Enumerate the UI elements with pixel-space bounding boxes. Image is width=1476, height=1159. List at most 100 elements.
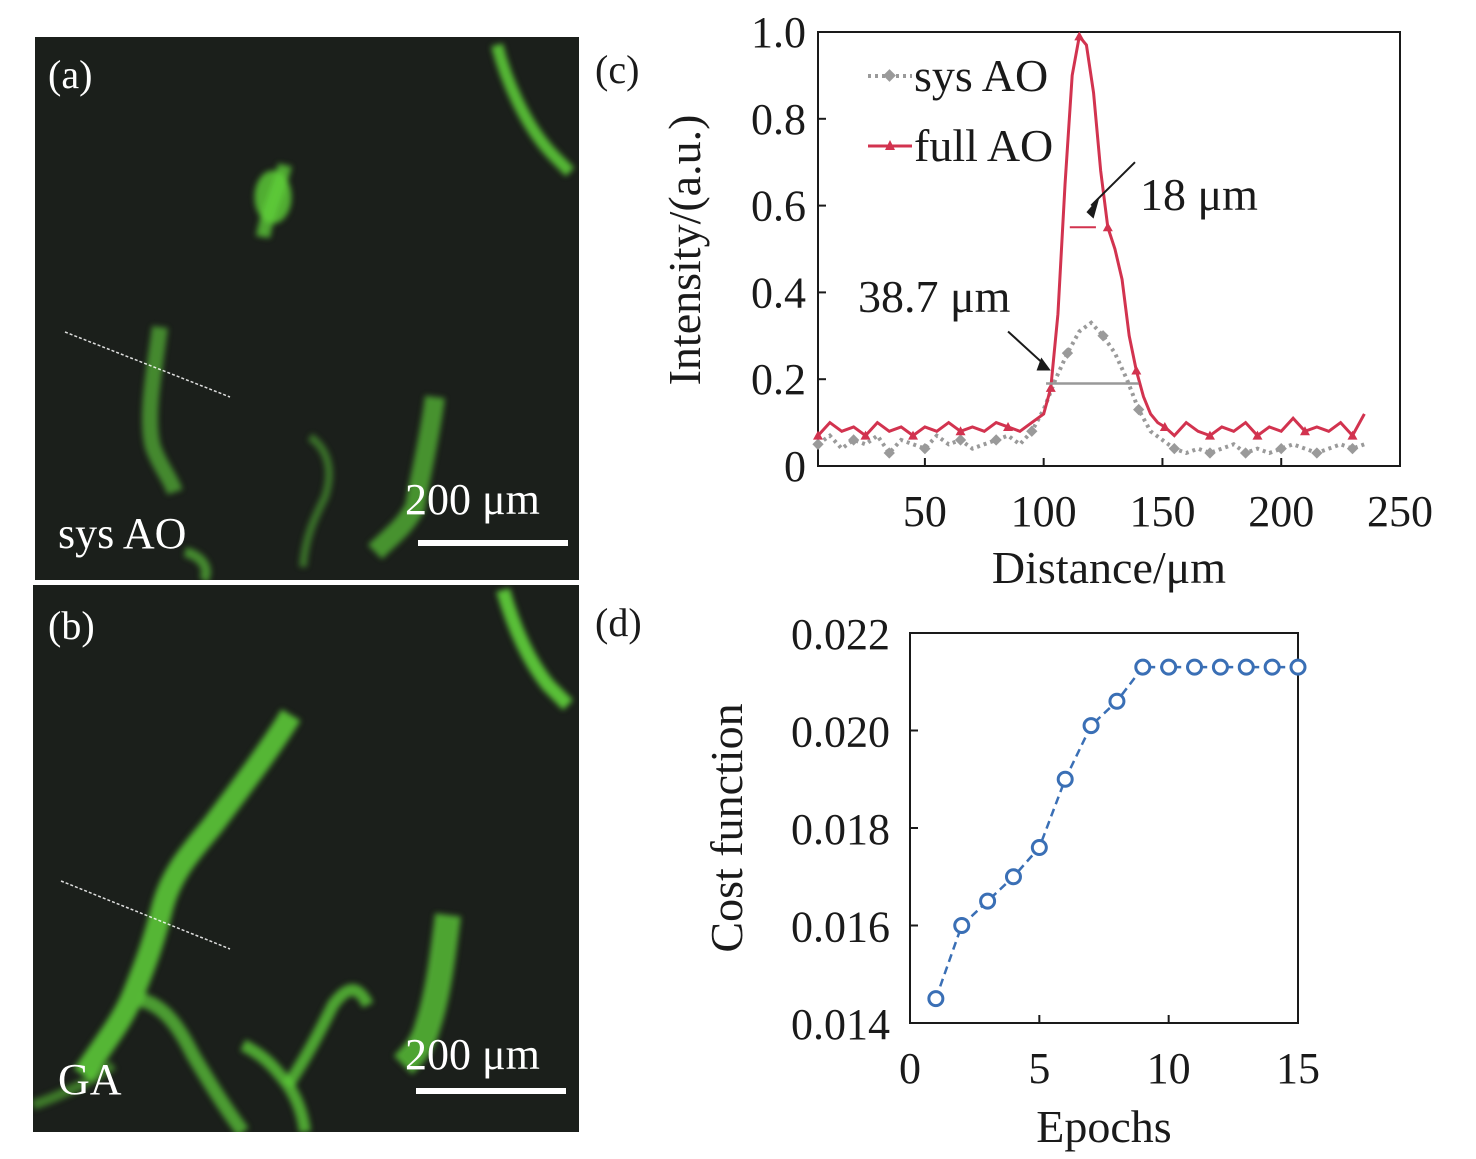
fluorescence-image-a <box>64 43 575 580</box>
point-sys-ao <box>1097 330 1109 342</box>
y-tick-label: 0.020 <box>791 708 890 757</box>
panel-label-b: (b) <box>48 603 95 648</box>
point-full-ao <box>813 430 823 440</box>
x-axis-label: Epochs <box>1036 1101 1171 1152</box>
point-sys-ao <box>1061 347 1074 359</box>
scalebar-label-b: 200 μm <box>405 1030 540 1079</box>
point-cost <box>1056 770 1074 788</box>
panel-label-c: (c) <box>595 47 639 92</box>
panel-label-d: (d) <box>595 600 642 645</box>
plot-frame <box>909 632 1299 1024</box>
y-tick-label: 0.8 <box>751 95 806 144</box>
point-full-ao <box>1045 382 1056 392</box>
y-tick-label: 0.022 <box>791 610 890 659</box>
point-sys-ao <box>954 434 967 446</box>
fluorescence-image-b <box>33 588 573 1132</box>
y-axis-label: Cost function <box>701 703 752 952</box>
image-panel-a <box>35 37 579 580</box>
y-tick-label: 1.0 <box>751 8 806 57</box>
legend-label-sys-ao: sys AO <box>914 50 1048 101</box>
point-cost <box>1004 868 1022 886</box>
series-line-cost <box>934 665 1298 1000</box>
point-cost <box>1160 658 1178 676</box>
point-cost <box>1263 658 1281 676</box>
point-full-ao <box>1003 421 1014 431</box>
annotation-arrowhead-18 <box>1086 196 1100 219</box>
point-full-ao <box>860 430 871 440</box>
point-sys-ao <box>1239 447 1252 459</box>
annotation-18um: 18 μm <box>1140 169 1258 220</box>
point-cost <box>1108 692 1126 710</box>
point-sys-ao <box>883 447 895 459</box>
annotation-arrowhead-38-7 <box>1036 357 1051 371</box>
point-sys-ao <box>847 434 860 446</box>
x-tick-label: 15 <box>1276 1044 1320 1093</box>
y-tick-label: 0.016 <box>791 903 890 952</box>
point-cost <box>1134 658 1152 676</box>
point-cost <box>1030 839 1048 856</box>
point-sys-ao <box>1346 442 1359 455</box>
point-cost <box>1237 658 1255 676</box>
scalebar-label-a: 200 μm <box>405 475 540 524</box>
x-tick-label: 0 <box>899 1044 921 1093</box>
y-tick-label: 0.018 <box>791 805 890 854</box>
series-line-full-ao <box>816 32 1366 439</box>
annotation-38-7um: 38.7 μm <box>858 271 1011 322</box>
point-sys-ao <box>1204 447 1216 459</box>
legend-label-full-ao: full AO <box>914 120 1053 171</box>
caption-ga: GA <box>58 1055 122 1104</box>
y-tick-label: 0.6 <box>751 182 806 231</box>
point-sys-ao <box>1168 442 1180 455</box>
point-full-ao <box>908 430 919 440</box>
y-tick-label: 0.4 <box>751 268 806 317</box>
point-full-ao <box>1204 430 1215 440</box>
point-full-ao <box>1159 421 1170 431</box>
point-sys-ao <box>1311 447 1323 459</box>
point-sys-ao <box>812 438 824 450</box>
annotation-arrow-38-7 <box>1007 330 1047 367</box>
point-full-ao <box>1074 31 1085 41</box>
point-cost <box>927 990 945 1008</box>
point-cost <box>1186 658 1204 676</box>
y-tick-label: 0.014 <box>791 1000 890 1049</box>
point-full-ao <box>1252 430 1263 440</box>
y-tick-label: 0 <box>784 442 806 491</box>
point-full-ao <box>955 426 966 436</box>
point-sys-ao <box>919 442 931 455</box>
point-sys-ao <box>1133 403 1145 416</box>
x-tick-label: 150 <box>1129 487 1195 536</box>
chart-intensity-profile: 50 100 150 200 250 0 0.2 0.4 0.6 0.8 1.0 Distance/μ… <box>595 8 1433 593</box>
x-tick-label: 250 <box>1367 487 1433 536</box>
point-sys-ao <box>1026 425 1038 437</box>
point-full-ao <box>1347 430 1358 440</box>
point-cost <box>1082 717 1100 735</box>
panel-label-a: (a) <box>48 52 93 97</box>
x-tick-label: 100 <box>1011 487 1077 536</box>
point-full-ao <box>1102 222 1113 232</box>
x-tick-label: 200 <box>1248 487 1314 536</box>
y-axis-label: Intensity/(a.u.) <box>659 115 710 386</box>
x-tick-label: 10 <box>1147 1044 1191 1093</box>
x-tick-label: 50 <box>903 487 947 536</box>
x-tick-label: 5 <box>1028 1044 1050 1093</box>
point-sys-ao <box>990 434 1002 446</box>
point-cost <box>953 917 971 934</box>
scalebar-a <box>418 540 568 546</box>
y-tick-label: 0.2 <box>751 355 806 404</box>
legend-marker-sys-ao <box>883 69 896 82</box>
point-cost <box>1211 658 1229 676</box>
x-axis-label: Distance/μm <box>992 542 1226 593</box>
chart-cost-function: 0 5 10 15 0.014 0.016 0.018 0.020 0.022 Epochs Cos… <box>595 600 1320 1152</box>
point-cost <box>1289 658 1307 676</box>
point-full-ao <box>1131 365 1142 375</box>
plot-frame <box>817 31 1401 467</box>
image-panel-b <box>33 585 579 1132</box>
scalebar-b <box>416 1088 566 1094</box>
point-cost <box>979 892 997 910</box>
legend-marker-full-ao <box>885 140 895 150</box>
caption-sys-ao: sys AO <box>58 509 187 558</box>
point-full-ao <box>1299 426 1310 436</box>
series-line-sys-ao <box>816 320 1366 457</box>
point-sys-ao <box>1275 442 1287 455</box>
